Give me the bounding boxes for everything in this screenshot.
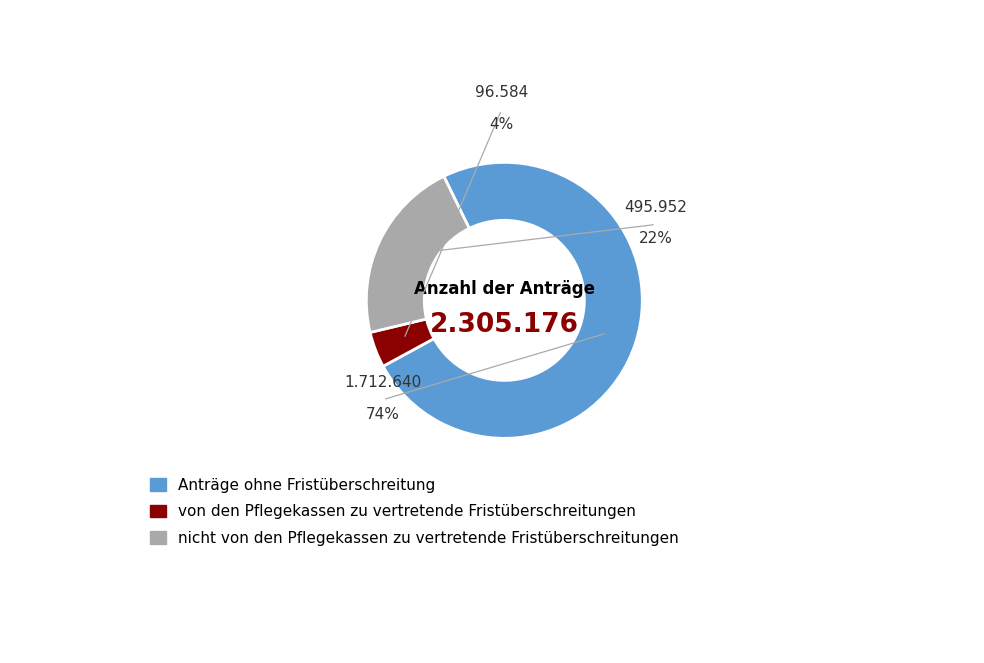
Legend: Anträge ohne Fristüberschreitung, von den Pflegekassen zu vertretende Fristübers: Anträge ohne Fristüberschreitung, von de… bbox=[146, 473, 683, 550]
Wedge shape bbox=[366, 176, 469, 332]
Text: 96.584: 96.584 bbox=[475, 86, 528, 100]
Text: 74%: 74% bbox=[366, 406, 400, 422]
Text: 4%: 4% bbox=[489, 117, 514, 132]
Text: Anzahl der Anträge: Anzahl der Anträge bbox=[414, 280, 594, 298]
Text: 1.712.640: 1.712.640 bbox=[344, 375, 421, 390]
Wedge shape bbox=[383, 162, 643, 438]
Text: 495.952: 495.952 bbox=[625, 200, 688, 215]
Text: 2.305.176: 2.305.176 bbox=[430, 312, 579, 338]
Wedge shape bbox=[370, 319, 434, 366]
Text: 22%: 22% bbox=[640, 231, 673, 247]
